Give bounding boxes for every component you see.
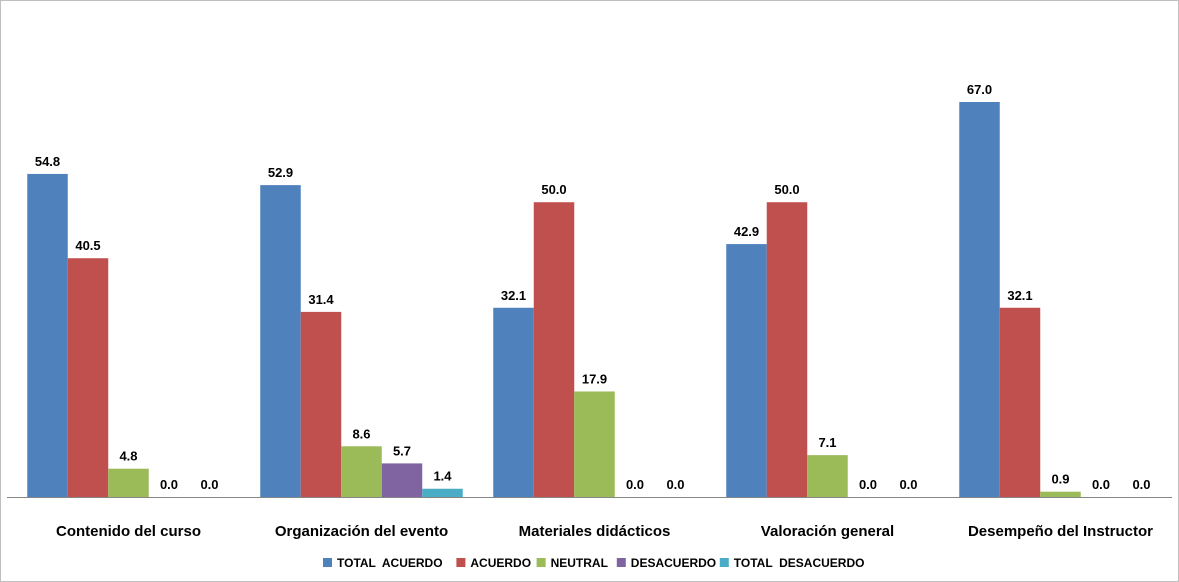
bar <box>341 446 382 497</box>
legend-swatch <box>616 558 626 567</box>
data-label: 32.1 <box>501 288 526 303</box>
legend-label: NEUTRAL <box>551 556 608 570</box>
legend-label: DESACUERDO <box>631 556 716 570</box>
bar <box>260 185 301 497</box>
data-label: 54.8 <box>35 154 60 169</box>
bar <box>1040 491 1081 497</box>
x-tick-label: Contenido del curso <box>56 523 201 540</box>
data-label: 0.0 <box>1092 477 1110 492</box>
data-label: 31.4 <box>308 292 334 307</box>
bar <box>67 258 109 497</box>
bar <box>574 391 615 497</box>
bar <box>422 488 463 497</box>
bar <box>807 455 848 497</box>
data-label: 0.0 <box>899 477 917 492</box>
data-label: 0.0 <box>626 477 644 492</box>
x-tick-label: Valoración general <box>761 523 894 540</box>
x-tick-label: Organización del evento <box>275 523 448 540</box>
bar <box>999 307 1041 497</box>
data-label: 0.0 <box>859 477 877 492</box>
data-label: 0.0 <box>200 477 218 492</box>
data-label: 17.9 <box>582 371 607 386</box>
data-label: 0.0 <box>160 477 178 492</box>
bar <box>766 202 808 497</box>
data-label: 1.4 <box>433 469 452 484</box>
legend-swatch <box>719 558 729 567</box>
legend-swatch <box>456 558 466 567</box>
bar <box>726 244 767 497</box>
data-label: 67.0 <box>967 82 992 97</box>
data-label: 42.9 <box>734 224 759 239</box>
x-tick-label: Desempeño del Instructor <box>968 523 1153 540</box>
bar <box>27 173 68 498</box>
data-label: 8.6 <box>352 426 370 441</box>
data-label: 52.9 <box>268 165 293 180</box>
data-label: 50.0 <box>774 182 799 197</box>
bar <box>108 468 149 497</box>
data-label: 50.0 <box>541 182 566 197</box>
legend-swatch <box>536 558 546 567</box>
bar <box>300 311 342 497</box>
data-label: 0.9 <box>1051 472 1069 487</box>
data-label: 4.8 <box>119 449 137 464</box>
bar <box>493 307 534 497</box>
data-label: 0.0 <box>666 477 684 492</box>
data-label: 40.5 <box>75 238 100 253</box>
data-label: 7.1 <box>818 435 836 450</box>
x-tick-label: Materiales didácticos <box>519 523 671 540</box>
legend-label: ACUERDO <box>470 556 531 570</box>
data-label: 5.7 <box>393 443 411 458</box>
legend-label: TOTAL ACUERDO <box>337 556 443 570</box>
data-label: 32.1 <box>1007 288 1032 303</box>
legend-swatch <box>323 558 332 567</box>
legend-label: TOTAL DESACUERDO <box>734 556 865 570</box>
bar <box>959 102 1000 497</box>
data-label: 0.0 <box>1132 477 1150 492</box>
bar <box>533 202 575 497</box>
bar <box>381 463 423 497</box>
